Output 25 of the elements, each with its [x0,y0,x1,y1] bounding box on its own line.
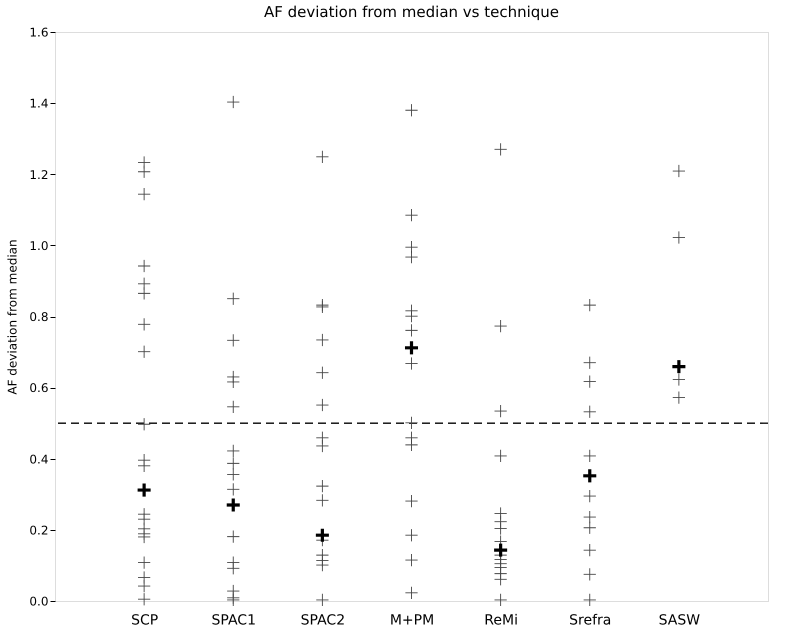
y-tick-label: 1.0 [29,238,48,253]
point [670,358,687,375]
y-tick-label: 1.2 [29,168,48,182]
x-tick-label: SPAC2 [300,612,346,628]
x-tick-label: ReMi [484,612,518,628]
point [136,482,152,498]
y-tick-label: 1.6 [29,26,48,40]
chart-title: AF deviation from median vs technique [264,3,560,21]
x-tick-label: SASW [658,612,700,628]
y-tick-label: 1.4 [29,96,48,111]
point [492,542,509,558]
y-tick-label: 0.8 [29,310,48,324]
y-tick-label: 0.6 [29,381,48,396]
x-tick-label: M+PM [390,612,434,628]
point [403,340,420,356]
point [225,496,242,514]
y-tick-label: 0.4 [29,452,48,466]
point [314,527,330,544]
x-tick-label: SPAC1 [212,612,256,628]
point [582,468,598,484]
y-tick-label: 0.2 [29,523,48,538]
y-axis-title: AF deviation from median [5,239,20,395]
x-tick-label: Srefra [569,612,612,628]
x-tick-label: SCP [131,612,158,628]
y-tick-label: 0.0 [29,594,48,608]
